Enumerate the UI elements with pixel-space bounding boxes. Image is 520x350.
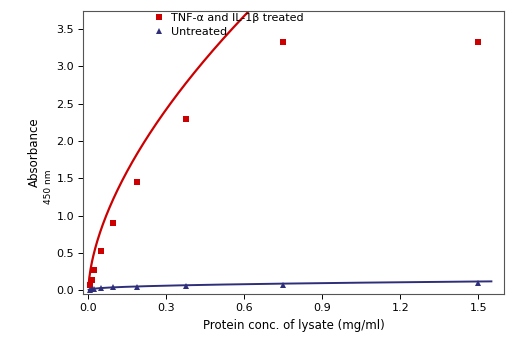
- Untreated: [280, 283, 287, 287]
- Untreated: [110, 285, 116, 289]
- Line: Untreated: Untreated: [87, 280, 482, 293]
- Untreated: [92, 287, 98, 291]
- Untreated: [87, 287, 93, 292]
- Line: TNF-α and IL-1β treated: TNF-α and IL-1β treated: [87, 39, 482, 288]
- TNF-α and IL-1β treated: [183, 117, 189, 121]
- Text: 450 nm: 450 nm: [44, 169, 53, 203]
- TNF-α and IL-1β treated: [280, 40, 287, 44]
- Legend: TNF-α and IL-1β treated, Untreated: TNF-α and IL-1β treated, Untreated: [152, 13, 304, 37]
- TNF-α and IL-1β treated: [134, 180, 140, 184]
- Untreated: [88, 287, 95, 291]
- X-axis label: Protein conc. of lysate (mg/ml): Protein conc. of lysate (mg/ml): [203, 318, 385, 331]
- Untreated: [183, 284, 189, 288]
- TNF-α and IL-1β treated: [92, 268, 98, 272]
- TNF-α and IL-1β treated: [88, 278, 95, 282]
- Untreated: [98, 286, 104, 290]
- TNF-α and IL-1β treated: [98, 249, 104, 253]
- TNF-α and IL-1β treated: [87, 283, 93, 287]
- Untreated: [134, 285, 140, 289]
- Untreated: [475, 281, 482, 285]
- Text: Absorbance: Absorbance: [28, 118, 41, 187]
- TNF-α and IL-1β treated: [475, 40, 482, 44]
- TNF-α and IL-1β treated: [110, 221, 116, 225]
